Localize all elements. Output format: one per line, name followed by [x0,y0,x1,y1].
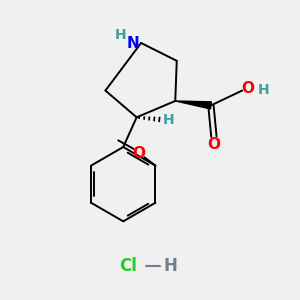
Text: N: N [126,35,139,50]
Text: O: O [241,81,254,96]
Text: H: H [163,113,174,127]
Text: O: O [207,137,220,152]
Text: Cl: Cl [119,257,136,275]
Text: H: H [115,28,126,42]
Text: H: H [258,83,269,97]
Polygon shape [175,101,212,109]
Text: H: H [164,257,178,275]
Text: O: O [133,146,146,160]
